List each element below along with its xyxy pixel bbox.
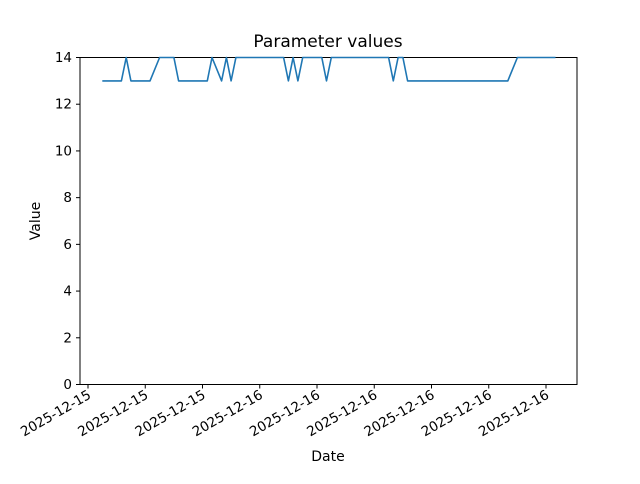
x-axis: 2025-12-152025-12-152025-12-152025-12-16…	[18, 384, 552, 440]
x-axis-label: Date	[311, 449, 344, 465]
y-tick-label: 12	[55, 97, 72, 113]
y-tick-label: 4	[63, 284, 72, 300]
chart-title: Parameter values	[253, 32, 402, 52]
plot-border	[79, 57, 578, 385]
y-tick-label: 10	[55, 143, 72, 159]
y-tick-label: 6	[63, 237, 72, 253]
y-tick-label: 8	[63, 190, 72, 206]
y-axis: 0 2 4 6 8 10 12 14	[55, 50, 80, 393]
series-line	[102, 56, 556, 82]
y-axis-label: Value	[28, 202, 44, 240]
y-tick-label: 0	[63, 377, 72, 393]
y-tick-label: 2	[63, 330, 72, 346]
y-tick-label: 14	[55, 50, 72, 66]
